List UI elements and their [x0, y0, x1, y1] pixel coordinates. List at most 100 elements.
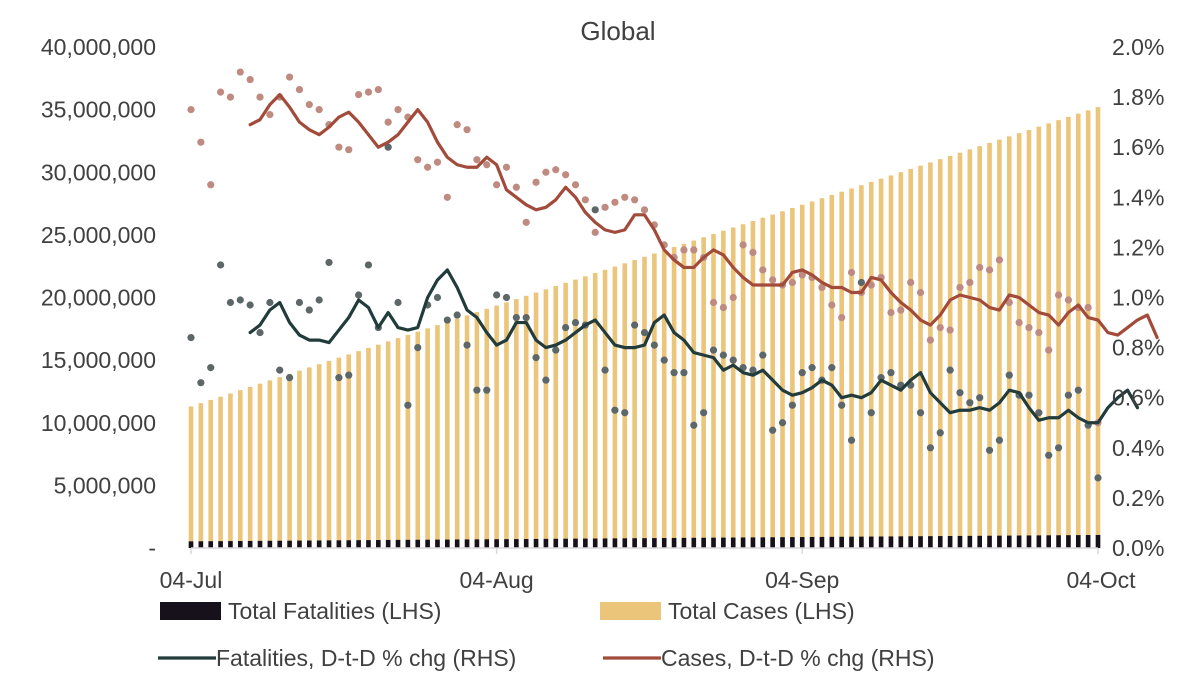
total-fatalities-bar: [602, 538, 608, 548]
fatalities-point: [473, 386, 481, 394]
fatalities-point: [729, 356, 737, 364]
fatalities-point: [759, 351, 767, 359]
total-fatalities-bar: [287, 540, 292, 548]
total-cases-bar: [1095, 107, 1101, 549]
fatalities-point: [946, 366, 954, 374]
total-cases-bar: [602, 269, 608, 548]
total-cases-bar: [898, 172, 904, 548]
total-fatalities-bar: [987, 535, 992, 548]
cases-point: [838, 313, 846, 322]
total-fatalities-bar: [1036, 535, 1042, 548]
total-cases-bar: [730, 227, 736, 548]
total-cases-bar: [494, 305, 499, 548]
total-fatalities-bar: [1056, 535, 1061, 548]
cases-point: [374, 85, 382, 94]
total-fatalities-bar: [661, 538, 667, 548]
total-fatalities-bar: [514, 539, 519, 548]
y-left-tick-label: 20,000,000: [41, 285, 156, 311]
total-fatalities-bar: [267, 540, 273, 548]
fatalities-point: [276, 366, 284, 374]
fatalities-point: [355, 291, 363, 299]
total-cases-bar: [504, 302, 509, 548]
cases-point: [1005, 298, 1013, 307]
y-left-tick-label: 10,000,000: [41, 410, 156, 436]
fatalities-points: [187, 143, 1102, 482]
fatalities-point: [995, 436, 1004, 444]
total-cases-bar: [336, 357, 342, 548]
cases-point: [828, 301, 836, 309]
cases-line: [248, 92, 1159, 340]
total-cases-bar: [652, 253, 657, 549]
cases-point: [512, 183, 520, 191]
total-fatalities-bar: [307, 540, 312, 548]
fatalities-point: [847, 436, 856, 444]
x-tick-label: 04-Jul: [160, 567, 223, 593]
cases-point: [532, 178, 540, 186]
total-fatalities-bar: [780, 537, 785, 548]
y-axis-right-ticks: 0.0% 0.2% 0.4% 0.6% 0.8% 1.0% 1.2% 1.4% 1.6% 1.8%…: [1112, 34, 1164, 561]
total-cases-bar: [228, 393, 233, 548]
total-fatalities-bar: [878, 536, 884, 548]
total-cases-bar: [1016, 133, 1022, 548]
total-cases-bar: [671, 247, 677, 548]
cases-point: [946, 326, 954, 334]
total-fatalities-bar: [1046, 535, 1052, 548]
y-left-tick-label: -: [148, 535, 156, 561]
y-right-tick-label: 0.2%: [1112, 485, 1164, 511]
cases-point: [315, 106, 323, 114]
total-fatalities-bar: [573, 538, 578, 548]
fatalities-point: [700, 409, 708, 417]
total-cases-bar: [563, 282, 568, 548]
cases-point: [907, 278, 915, 287]
total-fatalities-bar: [198, 541, 204, 548]
y-left-tick-label: 15,000,000: [41, 347, 156, 373]
total-fatalities-bar: [711, 537, 716, 548]
total-fatalities-bar: [819, 536, 825, 548]
total-cases-bar: [198, 403, 204, 548]
y-right-tick-label: 1.4%: [1112, 184, 1164, 210]
cases-point: [463, 126, 471, 134]
total-cases-bar: [237, 390, 243, 548]
fatalities-point: [453, 311, 461, 319]
total-cases-bar: [208, 399, 214, 548]
cases-point: [690, 246, 698, 254]
cases-point: [985, 266, 994, 274]
total-cases-bar: [573, 279, 578, 548]
total-fatalities-bar: [385, 539, 391, 548]
fatalities-point: [838, 401, 846, 409]
fatalities-point: [926, 444, 935, 452]
total-fatalities-bar: [622, 538, 628, 548]
cases-point: [443, 193, 451, 201]
cases-point: [216, 88, 225, 96]
total-cases-bar: [395, 338, 401, 548]
fatalities-point: [295, 298, 304, 307]
cases-point: [966, 278, 974, 287]
cases-point: [739, 241, 747, 249]
cases-point: [926, 336, 935, 344]
total-fatalities-bar: [937, 536, 943, 548]
cases-point: [453, 121, 461, 129]
cases-point: [749, 248, 757, 257]
fatalities-point: [266, 298, 274, 307]
cases-point: [562, 171, 570, 179]
x-tick-label: 04-Oct: [1066, 567, 1136, 593]
total-fatalities-bar: [1006, 535, 1012, 548]
fatalities-point: [542, 376, 550, 384]
total-cases-bar: [957, 152, 963, 549]
total-cases-bar: [1075, 113, 1081, 548]
fatalities-point: [571, 318, 580, 327]
cases-point: [818, 283, 826, 292]
total-cases-bar: [1006, 136, 1012, 548]
fatalities-point: [709, 346, 718, 354]
total-cases-bar: [977, 146, 982, 549]
x-tick-label: 04-Aug: [460, 567, 534, 593]
cases-point: [976, 263, 984, 272]
cases-point: [1045, 346, 1053, 354]
total-fatalities-bar: [445, 539, 450, 548]
fatalities-point: [887, 369, 895, 377]
total-cases-bar: [1046, 123, 1052, 548]
fatalities-point: [719, 351, 727, 359]
fatalities-point: [670, 369, 678, 377]
total-fatalities-bar: [356, 540, 361, 548]
